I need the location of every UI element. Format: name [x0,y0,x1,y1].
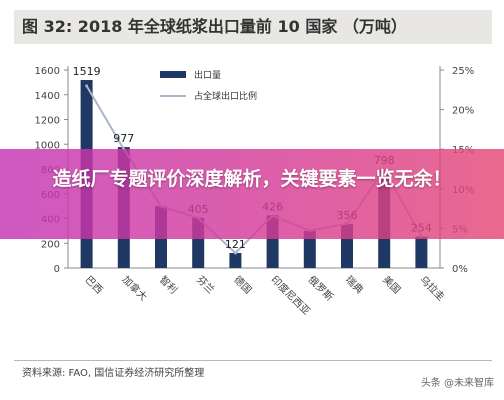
source-divider [14,360,492,361]
y-tick-label: 0 [54,264,60,275]
bar-9 [415,236,428,268]
share-point-0 [85,84,89,88]
category-label-1: 加拿大 [120,273,150,303]
share-point-4 [233,251,237,255]
y2-tick-label: 25% [452,66,474,77]
banner-text: 造纸厂专题评价深度解析，关键要素一览无余！ [52,168,452,190]
source-note: 资料来源: FAO, 国信证券经济研究所整理 [22,368,205,379]
legend-bar-swatch [160,71,186,78]
y-tick-label: 200 [41,239,60,250]
category-label-6: 俄罗斯 [306,273,336,303]
category-label-2: 智利 [157,273,180,296]
category-label-8: 美国 [380,273,403,296]
watermark: 头条 @未来智库 [420,378,494,389]
category-label-7: 瑞典 [343,273,366,296]
category-label-3: 芬兰 [194,273,217,296]
y-tick-label: 1600 [35,66,60,77]
title-bar [14,10,492,44]
category-label-4: 德国 [231,273,254,296]
chart-title: 图 32: 2018 年全球纸浆出口量前 10 国家 （万吨） [22,17,407,36]
y2-tick-label: 0% [452,264,468,275]
value-label-1: 977 [113,132,134,145]
legend-line-label: 占全球出口比例 [194,90,257,102]
value-label-4: 121 [225,238,246,251]
legend-bar-label: 出口量 [194,69,221,81]
y-tick-label: 1400 [35,91,60,102]
y-tick-label: 1200 [35,116,60,127]
category-label-9: 乌拉圭 [417,273,447,303]
bar-4 [229,253,242,268]
y-tick-label: 1000 [35,140,60,151]
category-label-0: 巴西 [82,274,105,297]
y2-tick-label: 20% [452,106,474,117]
promo-banner [0,149,504,239]
bar-6 [303,230,316,268]
category-label-5: 印度尼西亚 [268,273,313,318]
value-label-0: 1519 [73,65,101,78]
